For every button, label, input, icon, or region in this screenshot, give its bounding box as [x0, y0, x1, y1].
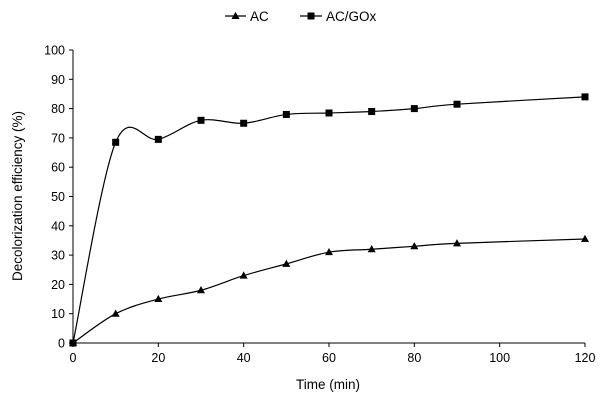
series-line-ac — [72, 238, 586, 344]
x-tick-label: 20 — [151, 351, 165, 365]
data-point-ac — [367, 245, 376, 253]
y-tick-label: 10 — [51, 307, 65, 321]
y-tick-label: 80 — [51, 102, 65, 116]
data-point-ac-gox — [282, 110, 290, 118]
data-point-ac — [239, 271, 248, 279]
axes: 0 10 20 30 40 50 60 70 80 90 100 0 20 40 60 80 100 120 — [44, 44, 595, 366]
y-tick-label: 50 — [51, 190, 65, 204]
y-tick-label: 100 — [44, 44, 65, 58]
y-tick-label: 60 — [51, 161, 65, 175]
data-point-ac-gox — [240, 119, 248, 127]
y-tick-label: 90 — [51, 73, 65, 87]
legend: AC AC/GOx — [225, 9, 377, 24]
data-point-ac-gox — [368, 108, 376, 116]
series-ac-gox — [69, 93, 589, 347]
data-point-ac — [410, 242, 419, 250]
x-tick-label: 0 — [70, 351, 77, 365]
x-tick-label: 120 — [575, 351, 596, 365]
legend-item-ac-gox: AC/GOx — [300, 9, 377, 24]
legend-label: AC — [250, 9, 269, 24]
data-point-ac-gox — [112, 138, 120, 146]
x-tick-label: 40 — [237, 351, 251, 365]
y-tick-label: 30 — [51, 249, 65, 263]
y-tick-label: 70 — [51, 131, 65, 145]
data-point-ac-gox — [325, 109, 333, 117]
data-point-ac — [282, 259, 291, 267]
data-point-ac-gox — [410, 105, 418, 113]
data-point-ac — [154, 294, 163, 303]
data-point-ac — [197, 286, 205, 294]
x-tick-label: 100 — [489, 351, 510, 365]
data-point-ac-gox — [197, 116, 205, 124]
legend-marker-square — [307, 12, 315, 20]
y-axis-title: Decolorization efficiency (%) — [10, 111, 25, 281]
legend-item-ac: AC — [225, 9, 269, 24]
data-point-ac — [581, 234, 589, 242]
data-point-ac-gox — [69, 339, 77, 347]
data-point-ac — [453, 239, 461, 247]
data-point-ac — [111, 309, 120, 317]
y-tick-label: 20 — [51, 278, 65, 292]
legend-marker-triangle — [231, 11, 240, 19]
data-point-ac-gox — [154, 135, 162, 143]
data-point-ac-gox — [453, 100, 461, 108]
series-layer — [69, 93, 589, 347]
data-point-ac — [325, 247, 333, 256]
data-point-ac-gox — [581, 93, 589, 101]
series-line-ac-gox — [72, 96, 586, 344]
y-tick-label: 40 — [51, 219, 65, 233]
x-tick-label: 80 — [407, 351, 421, 365]
x-axis-title: Time (min) — [296, 377, 360, 392]
legend-label: AC/GOx — [326, 9, 377, 24]
series-ac — [69, 234, 589, 346]
y-tick-label: 0 — [58, 337, 65, 351]
x-tick-label: 60 — [322, 351, 336, 365]
